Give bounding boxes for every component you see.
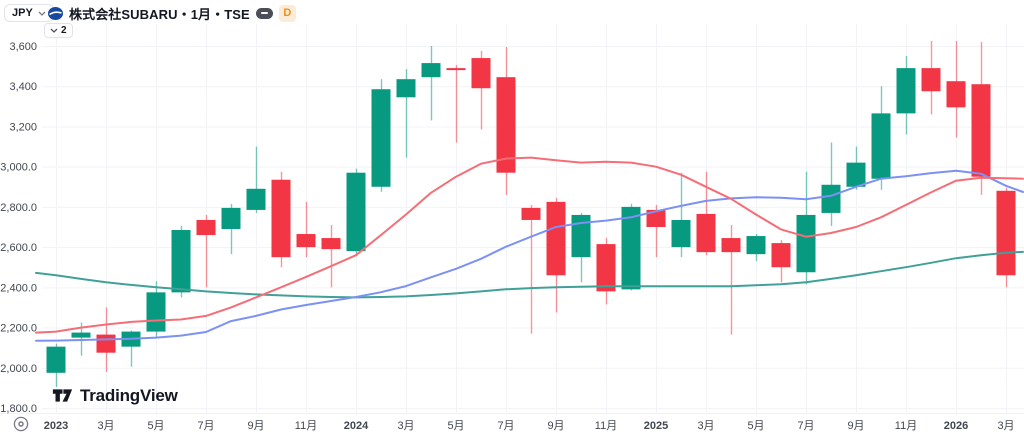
target-icon[interactable] xyxy=(12,415,30,433)
candle-2026-01 xyxy=(946,40,966,138)
time-tick-label: 9月 xyxy=(847,420,864,432)
ma-teal-line xyxy=(35,250,1024,299)
candle-2025-09 xyxy=(846,146,866,190)
candle-2025-01 xyxy=(646,204,666,258)
time-tick-label: 2024 xyxy=(344,420,369,432)
price-tick-label: 3,000.0 xyxy=(0,162,37,174)
ma-red-line xyxy=(35,156,1024,334)
time-axis[interactable]: 2023 3月 5月 7月 9月 11月 2024 3月 5月 7月 9月 11月 2025 3月 5月 7月… xyxy=(44,420,1015,432)
time-tick-label: 9月 xyxy=(547,420,564,432)
subaru-logo-icon xyxy=(48,6,63,20)
time-tick-label: 7月 xyxy=(197,420,214,432)
ma-blue-line xyxy=(35,169,1024,342)
time-tick-label: 11月 xyxy=(295,420,317,432)
candle-2025-11 xyxy=(896,56,916,135)
candle-2024-03 xyxy=(396,69,416,158)
time-tick-label: 3月 xyxy=(397,420,414,432)
chevron-down-icon xyxy=(38,11,46,16)
time-tick-label: 7月 xyxy=(797,420,814,432)
candle-2026-02 xyxy=(971,41,991,195)
candle-2024-10 xyxy=(571,212,591,283)
candle-2024-01 xyxy=(346,168,366,257)
candle-2025-10 xyxy=(871,86,891,190)
indicators-count: 2 xyxy=(61,24,67,36)
candle-2023-10 xyxy=(271,171,291,268)
tradingview-logo[interactable]: TradingView xyxy=(52,385,178,406)
price-tick-label: 3,200 xyxy=(9,121,37,133)
candle-2025-08 xyxy=(821,142,841,226)
candle-2025-04 xyxy=(721,224,741,335)
candle-2024-05 xyxy=(446,65,466,143)
candle-2024-08 xyxy=(521,204,541,334)
tradingview-logo-text: TradingView xyxy=(80,385,178,405)
minus-icon xyxy=(260,12,268,14)
candle-2023-05 xyxy=(146,281,166,338)
candle-2024-12 xyxy=(621,203,641,291)
time-tick-label: 5月 xyxy=(747,420,764,432)
price-tick-label: 2,200.0 xyxy=(0,323,37,335)
time-tick-label: 3月 xyxy=(697,420,714,432)
price-tick-label: 1,800.0 xyxy=(0,403,37,415)
price-tick-label: 2,600.0 xyxy=(0,242,37,254)
candle-2023-09 xyxy=(246,146,266,213)
candle-2024-11 xyxy=(596,238,616,305)
candle-2024-07 xyxy=(496,47,516,195)
candle-2023-11 xyxy=(296,201,316,258)
candle-2023-08 xyxy=(221,203,241,255)
time-tick-label: 11月 xyxy=(895,420,917,432)
currency-dropdown-button[interactable]: JPY xyxy=(4,4,54,22)
price-tick-label: 3,600 xyxy=(9,41,37,53)
tradingview-mark-icon xyxy=(52,389,73,402)
candle-2026-03 xyxy=(996,187,1016,288)
candle-2025-06 xyxy=(771,240,791,283)
candle-2024-02 xyxy=(371,79,391,192)
candle-2023-04 xyxy=(121,330,141,367)
candle-2025-07 xyxy=(796,171,816,285)
candle-2025-05 xyxy=(746,234,766,262)
delayed-data-badge[interactable]: D xyxy=(278,4,296,22)
candle-2024-09 xyxy=(546,197,566,313)
market-status-icon[interactable] xyxy=(255,7,273,19)
time-tick-label: 3月 xyxy=(97,420,114,432)
candles-layer xyxy=(46,40,1016,387)
price-tick-label: 2,800.0 xyxy=(0,202,37,214)
time-tick-label: 3月 xyxy=(997,420,1014,432)
price-tick-label: 2,400.0 xyxy=(0,282,37,294)
time-tick-label: 5月 xyxy=(447,420,464,432)
currency-label: JPY xyxy=(12,6,33,19)
candle-2025-03 xyxy=(696,171,716,256)
candle-2024-04 xyxy=(421,46,441,121)
symbol-header-row: 株式会社SUBARU・1月・TSE D xyxy=(48,4,296,22)
candle-2025-02 xyxy=(671,172,691,258)
chevron-down-icon xyxy=(50,28,58,33)
time-tick-label: 7月 xyxy=(497,420,514,432)
time-tick-label: 2025 xyxy=(644,420,668,432)
candle-2024-06 xyxy=(471,51,491,130)
candle-2023-06 xyxy=(171,225,191,298)
time-tick-label: 2026 xyxy=(944,420,968,432)
price-tick-label: 3,400 xyxy=(9,81,37,93)
time-tick-label: 11月 xyxy=(595,420,617,432)
price-axis[interactable]: 3,600 3,400 3,200 3,000.0 2,800.0 2,600.0 2,40… xyxy=(0,41,37,415)
candle-2023-01 xyxy=(46,343,66,387)
candle-2023-07 xyxy=(196,214,216,288)
price-tick-label: 2,000.0 xyxy=(0,363,37,375)
time-tick-label: 9月 xyxy=(247,420,264,432)
candle-2023-12 xyxy=(321,224,341,288)
time-tick-label: 5月 xyxy=(147,420,164,432)
symbol-title: 株式会社SUBARU・1月・TSE xyxy=(69,6,250,22)
candle-2025-12 xyxy=(921,40,941,115)
time-tick-label: 2023 xyxy=(44,420,68,432)
indicators-collapse-button[interactable]: 2 xyxy=(44,23,73,38)
